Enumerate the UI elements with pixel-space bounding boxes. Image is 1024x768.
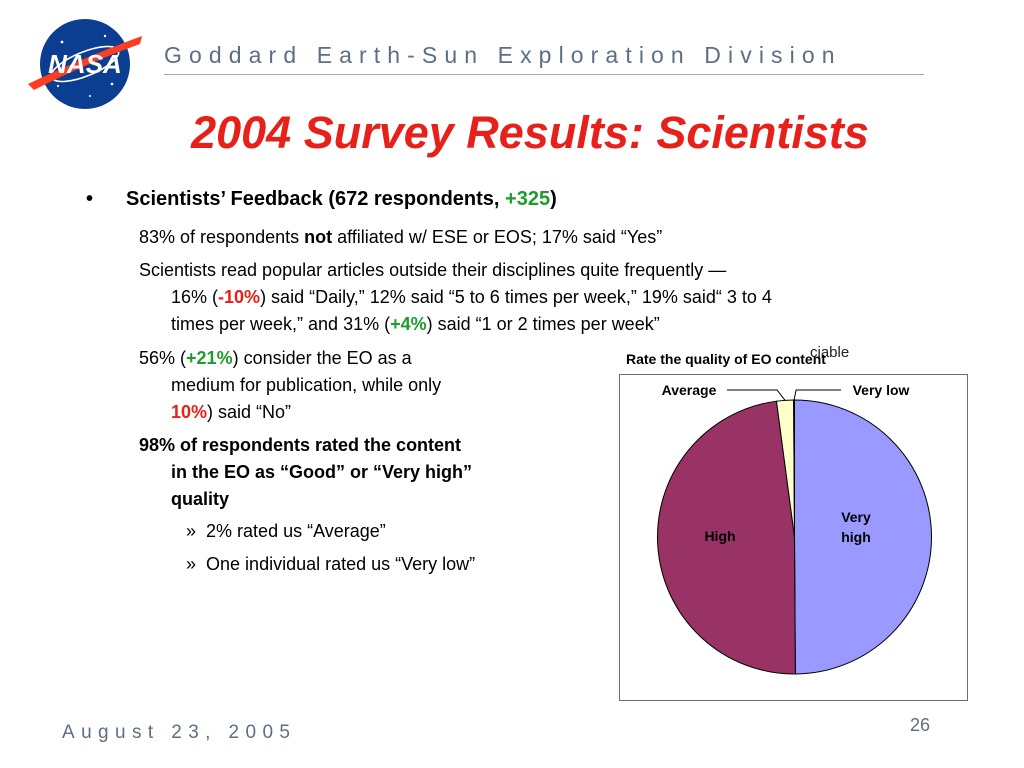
- slide-title: 2004 Survey Results: Scientists: [191, 107, 869, 158]
- chart-frame: [619, 374, 968, 701]
- pie-leader-average: [727, 389, 786, 401]
- para-publication-line1: 56% (+21%) consider the EO as a: [139, 348, 412, 368]
- svg-text:NASA: NASA: [48, 49, 122, 79]
- footer-date: August 23, 2005: [62, 722, 297, 743]
- page-number: 26: [910, 715, 931, 735]
- pie-label-very-low: Very low: [853, 382, 910, 398]
- pie-leader-very-low: [793, 389, 841, 401]
- main-bullet-close: ): [550, 188, 557, 210]
- header-rule: [164, 74, 924, 75]
- sub-bullet: » 2% rated us “Average”: [186, 521, 386, 541]
- para-publication-line2: medium for publication, while only: [171, 375, 442, 395]
- pie-label-very-high: Very: [841, 509, 871, 525]
- para-reading-line1: Scientists read popular articles outside…: [139, 260, 727, 280]
- pie-chart: Very high High Average Very low: [657, 382, 932, 675]
- division-title: Goddard Earth-Sun Exploration Division: [164, 42, 842, 68]
- daily-delta: -10%: [218, 287, 261, 307]
- para-affiliation: 83% of respondents not affiliated w/ ESE…: [139, 227, 663, 247]
- chart-subtitle: ciable: [810, 344, 850, 361]
- chart-title: Rate the quality of EO content: [626, 351, 826, 367]
- respondents-delta: +325: [505, 188, 551, 210]
- para-quality-line3: quality: [171, 489, 230, 509]
- pie-label-high: High: [704, 528, 735, 544]
- no-percent: 10%: [171, 402, 208, 422]
- para-quality-line1: 98% of respondents rated the content: [139, 435, 462, 455]
- sub-bullet: » One individual rated us “Very low”: [186, 554, 476, 574]
- pie-slice-very-high: [794, 399, 932, 675]
- weekly-delta: +4%: [390, 314, 427, 334]
- para-reading-line3: times per week,” and 31% (+4%) said “1 o…: [171, 314, 660, 334]
- main-bullet-label: Scientists’ Feedback (672 respondents,: [126, 188, 506, 210]
- para-reading-line2: 16% (-10%) said “Daily,” 12% said “5 to …: [171, 287, 772, 307]
- para-publication-line3: 10%) said “No”: [171, 402, 292, 422]
- publication-delta: +21%: [186, 348, 233, 368]
- nasa-logo: NASA: [28, 19, 142, 109]
- pie-slice-high: [657, 400, 796, 675]
- pie-label-very-high: high: [841, 529, 871, 545]
- para-quality-line2: in the EO as “Good” or “Very high”: [171, 462, 473, 482]
- main-bullet: • Scientists’ Feedback (672 respondents, …: [86, 187, 557, 211]
- pie-label-average: Average: [662, 382, 717, 398]
- bullet-dot: •: [86, 188, 94, 210]
